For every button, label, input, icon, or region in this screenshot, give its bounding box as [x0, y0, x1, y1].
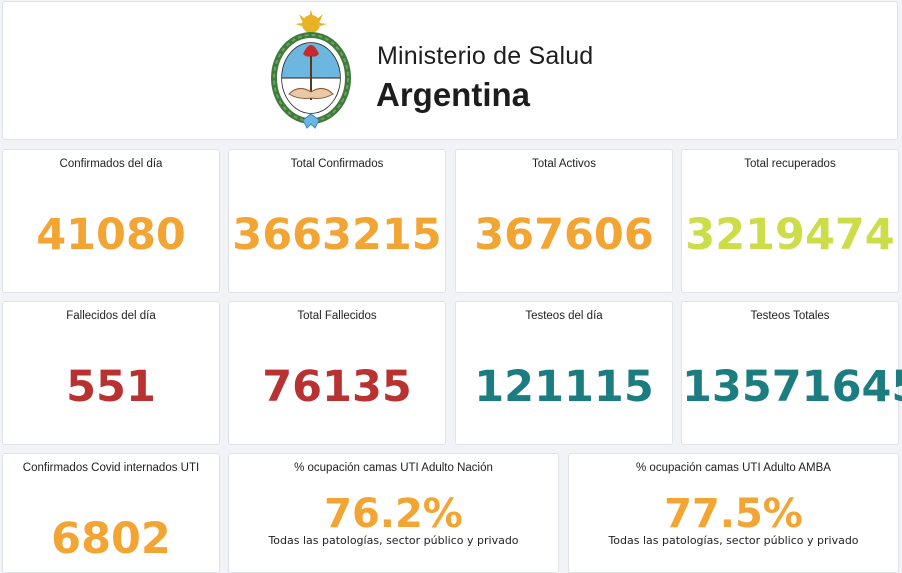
card-testeos-dia: Testeos del día 121115 [455, 301, 673, 445]
card-value: 367606 [474, 210, 654, 260]
card-label: % ocupación camas UTI Adulto Nación [294, 462, 493, 474]
header-banner: Ministerio de Salud Argentina [2, 1, 898, 140]
card-label: Testeos Totales [750, 310, 830, 322]
argentina-coat-of-arms-icon [271, 10, 351, 129]
card-total-recuperados: Total recuperados 3219474 [681, 149, 899, 293]
card-value: 121115 [474, 362, 654, 412]
card-total-fallecidos: Total Fallecidos 76135 [228, 301, 446, 445]
card-fallecidos-dia: Fallecidos del día 551 [2, 301, 220, 445]
card-value: 3219474 [685, 210, 895, 260]
card-note: Todas las patologías, sector público y p… [268, 534, 519, 547]
card-label: Confirmados del día [59, 158, 163, 170]
card-testeos-totales: Testeos Totales 13571645 [681, 301, 902, 445]
card-label: Total Activos [532, 158, 596, 170]
card-total-confirmados: Total Confirmados 3663215 [228, 149, 446, 293]
card-label: Testeos del día [525, 310, 603, 322]
card-ocupacion-nacion: % ocupación camas UTI Adulto Nación 76.2… [228, 453, 559, 573]
card-value: 76.2% [324, 491, 463, 537]
card-label: Total Fallecidos [297, 310, 377, 322]
country-title: Argentina [376, 76, 531, 113]
card-label: Fallecidos del día [66, 310, 156, 322]
card-total-activos: Total Activos 367606 [455, 149, 673, 293]
card-value: 13571645 [682, 362, 902, 412]
card-confirmados-dia: Confirmados del día 41080 [2, 149, 220, 293]
card-label: Confirmados Covid internados UTI [22, 462, 200, 474]
card-label: Total Confirmados [290, 158, 384, 170]
card-value: 551 [66, 362, 156, 412]
card-value: 6802 [51, 514, 171, 564]
card-internados-uti: Confirmados Covid internados UTI 6802 [2, 453, 220, 573]
card-label: % ocupación camas UTI Adulto AMBA [636, 462, 831, 474]
card-value: 3663215 [232, 210, 442, 260]
card-value: 41080 [36, 210, 186, 260]
card-ocupacion-amba: % ocupación camas UTI Adulto AMBA 77.5% … [568, 453, 899, 573]
ministry-title: Ministerio de Salud [377, 42, 594, 70]
card-note: Todas las patologías, sector público y p… [608, 534, 859, 547]
card-value: 77.5% [664, 491, 803, 537]
card-value: 76135 [262, 362, 412, 412]
card-label: Total recuperados [744, 158, 836, 170]
